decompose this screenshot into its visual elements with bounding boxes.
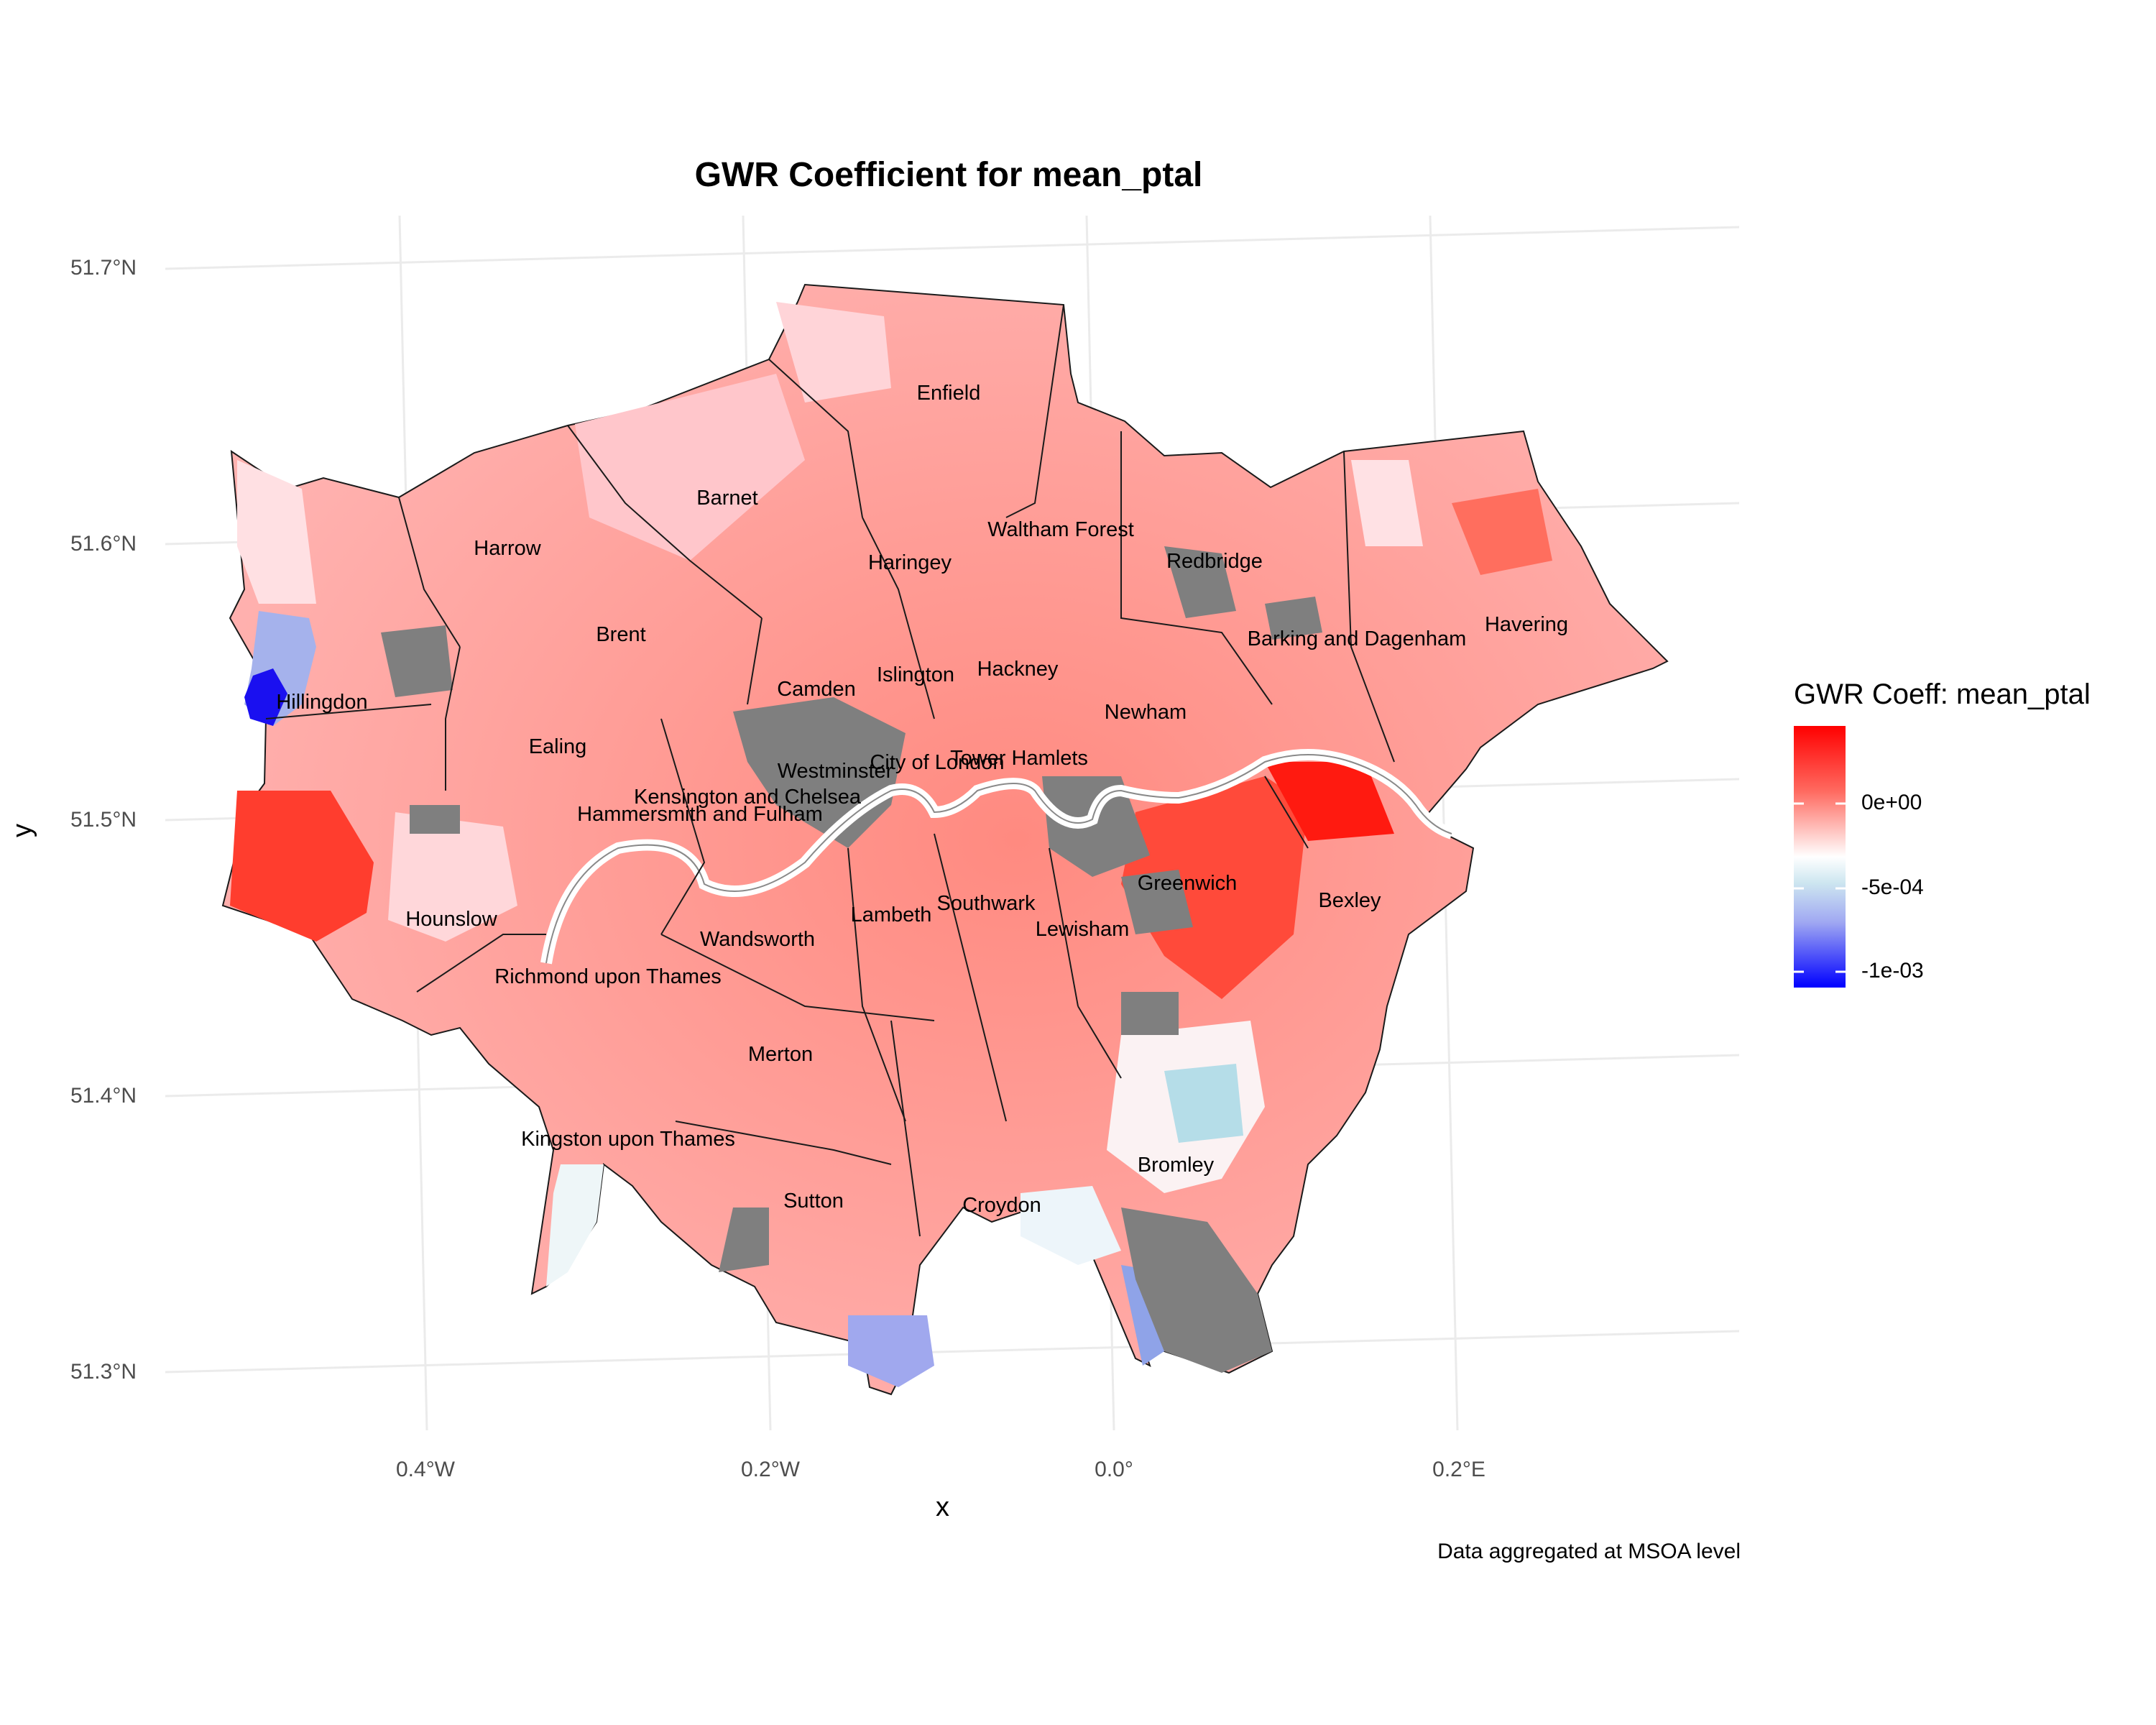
borough-label-bromley: Bromley <box>1138 1154 1215 1177</box>
legend-colorbar <box>1794 726 1846 988</box>
croydon-blue-patch <box>848 1315 934 1387</box>
borough-label-tower-hamlets: Tower Hamlets <box>950 747 1088 770</box>
borough-label-ealing: Ealing <box>529 735 587 758</box>
y-tick-label: 51.7°N <box>70 256 137 280</box>
kingston-pale-patch <box>546 1164 604 1287</box>
borough-label-hillingdon: Hillingdon <box>276 691 367 714</box>
borough-label-merton: Merton <box>748 1043 813 1066</box>
x-axis-title: x <box>936 1492 949 1522</box>
borough-label-wandsworth: Wandsworth <box>700 928 815 951</box>
y-tick-label: 51.5°N <box>70 808 137 832</box>
borough-label-richmond-upon-thames: Richmond upon Thames <box>494 965 721 988</box>
x-tick-label: 0.2°W <box>740 1458 801 1481</box>
bexley-hot-patch <box>1265 762 1394 841</box>
borough-label-kensington-and-chelsea: Kensington and Chelsea <box>634 786 862 809</box>
borough-label-lambeth: Lambeth <box>851 903 932 926</box>
london-outline <box>221 283 1669 1396</box>
borough-label-harrow: Harrow <box>474 537 542 560</box>
havering-light-patch <box>1351 460 1423 546</box>
borough-label-islington: Islington <box>877 663 954 686</box>
missing-sutton-patch <box>719 1208 769 1272</box>
hillingdon-deep-blue-patch <box>244 668 287 726</box>
bromley-lightblue-patch <box>1164 1064 1243 1143</box>
borough-label-greenwich: Greenwich <box>1138 872 1238 895</box>
y-tick-label: 51.6°N <box>70 532 137 556</box>
borough-label-brent: Brent <box>596 623 645 646</box>
missing-greenwich-patch <box>1121 870 1193 934</box>
borough-label-hammersmith-and-fulham: Hammersmith and Fulham <box>577 803 823 826</box>
legend-title: GWR Coeff: mean_ptal <box>1794 678 2091 710</box>
borough-label-enfield: Enfield <box>917 382 981 405</box>
borough-borders <box>265 304 1395 1237</box>
enfield-light-patch <box>776 302 891 402</box>
missing-barking-patch <box>1265 597 1322 640</box>
borough-label-city-of-london: City of London <box>870 751 1004 774</box>
borough-label-croydon: Croydon <box>962 1194 1041 1217</box>
y-tick-label: 51.4°N <box>70 1084 137 1108</box>
missing-redbridge-patch <box>1164 546 1236 618</box>
map-title: GWR Coefficient for mean_ptal <box>694 156 1203 194</box>
greenwich-red-patch <box>1121 776 1308 999</box>
heathrow-red-patch <box>230 791 374 942</box>
borough-label-southwark: Southwark <box>936 892 1036 915</box>
missing-lewisham-patch <box>1121 992 1179 1035</box>
caption: Data aggregated at MSOA level <box>1437 1540 1741 1563</box>
borough-labels: Enfield Barnet Harrow Waltham Forest Har… <box>276 382 1568 1217</box>
hillingdon-light-patch <box>237 460 316 604</box>
borough-label-waltham-forest: Waltham Forest <box>987 518 1134 541</box>
x-tick-label: 0.2°E <box>1432 1458 1485 1481</box>
y-tick-label: 51.3°N <box>70 1360 137 1384</box>
legend-label: 0e+00 <box>1861 791 1922 814</box>
borough-label-havering: Havering <box>1485 613 1568 636</box>
missing-docklands-patch <box>1042 776 1150 877</box>
borough-label-kingston-upon-thames: Kingston upon Thames <box>521 1128 735 1151</box>
croydon-white-patch <box>1021 1186 1121 1265</box>
x-tick-label: 0.4°W <box>395 1458 456 1481</box>
borough-label-hounslow: Hounslow <box>405 908 497 931</box>
x-tick-label: 0.0° <box>1095 1458 1133 1481</box>
london-map: Enfield Barnet Harrow Waltham Forest Har… <box>221 283 1669 1396</box>
missing-hounslow-patch <box>410 805 460 834</box>
barnet-light-patch <box>575 374 805 561</box>
borough-label-bexley: Bexley <box>1318 889 1381 912</box>
legend-label: -1e-03 <box>1861 959 1924 983</box>
borough-label-hackney: Hackney <box>977 658 1059 681</box>
borough-label-haringey: Haringey <box>868 551 952 574</box>
borough-label-newham: Newham <box>1105 701 1187 724</box>
borough-label-barnet: Barnet <box>696 487 757 510</box>
borough-label-camden: Camden <box>777 678 856 701</box>
hounslow-light-patch <box>388 812 517 942</box>
havering-darker-patch <box>1452 489 1552 575</box>
borough-label-redbridge: Redbridge <box>1166 550 1263 573</box>
borough-label-lewisham: Lewisham <box>1036 918 1130 941</box>
borough-label-westminster: Westminster <box>778 760 893 783</box>
borough-label-barking-and-dagenham: Barking and Dagenham <box>1248 627 1467 650</box>
borough-label-sutton: Sutton <box>783 1190 844 1213</box>
legend-label: -5e-04 <box>1861 875 1924 899</box>
missing-bromley-patch <box>1121 1208 1272 1373</box>
missing-brent-patch <box>381 625 453 697</box>
